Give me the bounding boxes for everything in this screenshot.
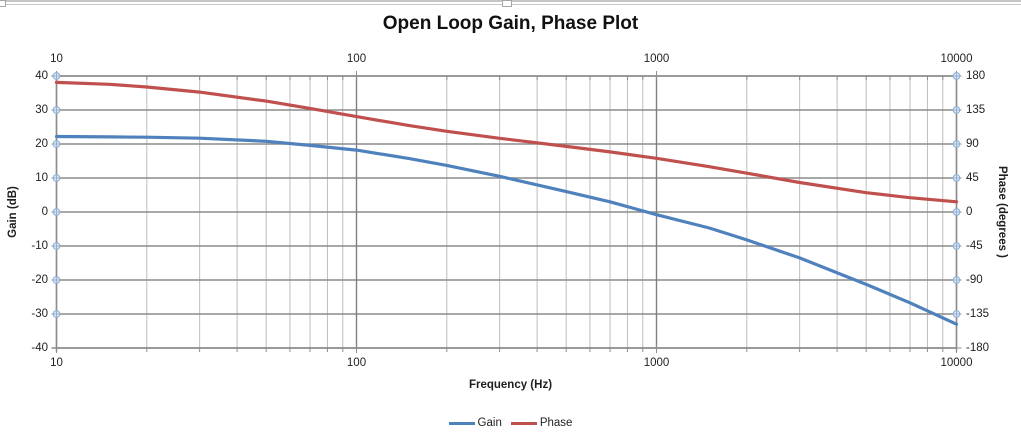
gridline-end-marker [52,242,61,250]
y-left-tick-label[interactable]: 0 [41,206,48,218]
y-left-tick-label[interactable]: 40 [35,70,48,82]
x-axis-bottom-tick-label[interactable]: 10 [50,357,63,369]
y-right-tick-label[interactable]: -45 [966,240,983,252]
y-right-tick-label[interactable]: 45 [966,172,979,184]
legend-line-sample-phase [510,421,537,425]
y-right-tick-label[interactable]: 90 [966,138,979,150]
gridline-end-marker [52,72,61,80]
x-axis-top-tick-label[interactable]: 10 [50,53,63,65]
y-right-tick-label[interactable]: 0 [966,206,973,218]
y-right-tick-label[interactable]: 180 [966,70,986,82]
legend-item-gain[interactable]: Gain [448,417,502,429]
chart-title[interactable]: Open Loop Gain, Phase Plot [382,13,639,34]
y-left-tick-label[interactable]: 20 [35,138,48,150]
x-axis-title[interactable]: Frequency (Hz) [468,379,553,391]
legend-label-gain: Gain [477,417,502,429]
x-axis-top-tick-label[interactable]: 100 [346,53,367,65]
y-left-tick-label[interactable]: 10 [35,172,48,184]
resize-handle-top-left[interactable] [0,0,6,7]
x-axis-top-tick-label[interactable]: 10000 [940,53,973,65]
x-axis-bottom-tick-label[interactable]: 10000 [940,357,973,369]
y-left-tick-label[interactable]: -30 [31,308,48,320]
y-right-tick-label[interactable]: -90 [966,274,983,286]
y-left-tick-label[interactable]: 30 [35,104,48,116]
gridline-end-marker [952,276,961,284]
gridline-end-marker [52,106,61,114]
gridline-end-marker [52,174,61,182]
gridline-end-marker [52,208,61,216]
gridline-end-marker [952,242,961,250]
y-left-tick-label[interactable]: -20 [31,274,48,286]
y-left-tick-label[interactable]: -40 [31,342,48,354]
gridline-end-marker [952,106,961,114]
gridline-end-marker [52,276,61,284]
gridline-end-marker [52,140,61,148]
y-right-tick-label[interactable]: -135 [966,308,990,320]
series-line-phase[interactable] [54,80,959,204]
series-line-gain[interactable] [54,134,959,326]
x-axis-bottom-tick-label[interactable]: 100 [346,357,367,369]
x-axis-bottom-tick-label[interactable]: 1000 [643,357,670,369]
gridline-end-marker [52,310,61,318]
gridline-end-marker [952,72,961,80]
y-right-tick-label[interactable]: -180 [966,342,990,354]
gridline-end-marker [952,208,961,216]
gridline-end-marker [952,310,961,318]
gridline-end-marker [952,140,961,148]
y-right-tick-label[interactable]: 135 [966,104,986,116]
y-left-tick-label[interactable]: -10 [31,240,48,252]
legend: Gain Phase [0,415,1021,431]
legend-label-phase: Phase [539,417,573,429]
legend-item-phase[interactable]: Phase [510,417,573,429]
x-axis-top-tick-label[interactable]: 1000 [643,53,670,65]
resize-handle-top-center[interactable] [502,0,512,7]
gridline-end-marker [952,174,961,182]
legend-line-sample-gain [448,421,475,425]
